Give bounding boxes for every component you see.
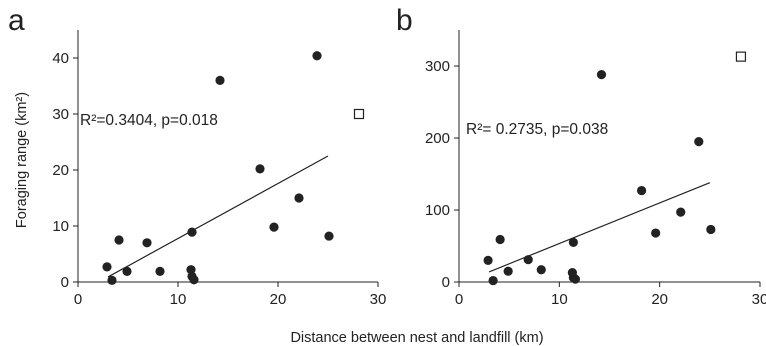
panel-b-data-point bbox=[676, 207, 686, 217]
panel-b-data-point bbox=[706, 224, 716, 235]
panel-b-data-point bbox=[637, 185, 647, 196]
panel-a-y-tick-label: 20 bbox=[52, 162, 69, 179]
panel-a-x-tick-label: 30 bbox=[370, 291, 387, 308]
panel-b-x-tick-label: 0 bbox=[455, 291, 463, 308]
panel-b-label: b bbox=[396, 4, 413, 37]
panel-b-data-point bbox=[503, 266, 513, 276]
panel-b-y-tick-label: 200 bbox=[425, 130, 450, 147]
panel-b-data-point bbox=[483, 255, 493, 265]
panel-a-data-point bbox=[255, 164, 265, 174]
panel-b-data-point bbox=[495, 234, 505, 245]
panel-a-y-tick-label: 0 bbox=[61, 274, 69, 291]
panel-a-regression-annotation: R²=0.3404, p=0.018 bbox=[80, 112, 218, 129]
panel-b-y-tick-label: 100 bbox=[425, 202, 450, 219]
panel-b-data-point bbox=[651, 228, 661, 238]
panel-a-data-point bbox=[122, 266, 132, 276]
panel-a-y-tick-label: 10 bbox=[52, 218, 69, 235]
panel-b-data-point bbox=[536, 265, 546, 275]
panel-a-data-point bbox=[186, 265, 196, 275]
panel-a-data-point bbox=[215, 75, 225, 85]
panel-a-data-point bbox=[107, 275, 117, 285]
panel-a-data-point bbox=[312, 51, 322, 61]
panel-a-label: a bbox=[8, 4, 25, 37]
panel-b-y-tick-label: 0 bbox=[442, 274, 450, 291]
panel-b-x-tick-label: 30 bbox=[752, 291, 766, 308]
panel-b-data-point bbox=[568, 237, 578, 247]
panel-b-outlier-square-point bbox=[735, 51, 747, 62]
panel-a-outlier-square-point bbox=[353, 108, 365, 120]
panel-b-data-point bbox=[488, 275, 498, 286]
panel-a-data-point bbox=[189, 275, 199, 285]
panel-a-x-tick-label: 0 bbox=[74, 291, 82, 308]
panel-a-data-point bbox=[294, 193, 304, 203]
panel-a-y-tick-label: 40 bbox=[52, 50, 69, 67]
panel-a-data-point bbox=[142, 238, 152, 248]
panel-b-data-point bbox=[523, 255, 533, 265]
panel-a-data-point bbox=[155, 266, 165, 276]
panel-b-data-point bbox=[570, 274, 580, 284]
panel-b-regression-annotation: R²= 0.2735, p=0.038 bbox=[466, 121, 608, 138]
panel-a-data-point bbox=[102, 262, 112, 272]
panel-a-x-tick-label: 10 bbox=[170, 291, 187, 308]
panel-a-data-point bbox=[114, 235, 124, 245]
panel-a-trendline bbox=[107, 155, 329, 278]
panel-b-trendline bbox=[488, 182, 711, 273]
panel-b-y-tick-label: 300 bbox=[425, 58, 450, 75]
panel-b-data-point bbox=[694, 137, 704, 147]
panel-a-data-point bbox=[324, 231, 334, 241]
panel-b-x-tick-label: 10 bbox=[551, 291, 568, 308]
panel-a-y-tick-label: 30 bbox=[52, 106, 69, 123]
shared-x-axis-title: Distance between nest and landfill (km) bbox=[290, 330, 543, 346]
panel-b-x-tick-label: 20 bbox=[651, 291, 668, 308]
panel-b-data-point bbox=[596, 70, 607, 80]
panel-a-data-point bbox=[187, 227, 197, 237]
panel-a-x-tick-label: 20 bbox=[270, 291, 287, 308]
panel-a-y-axis-title: Foraging range (km²) bbox=[14, 92, 30, 228]
panel-a-data-point bbox=[269, 222, 279, 232]
